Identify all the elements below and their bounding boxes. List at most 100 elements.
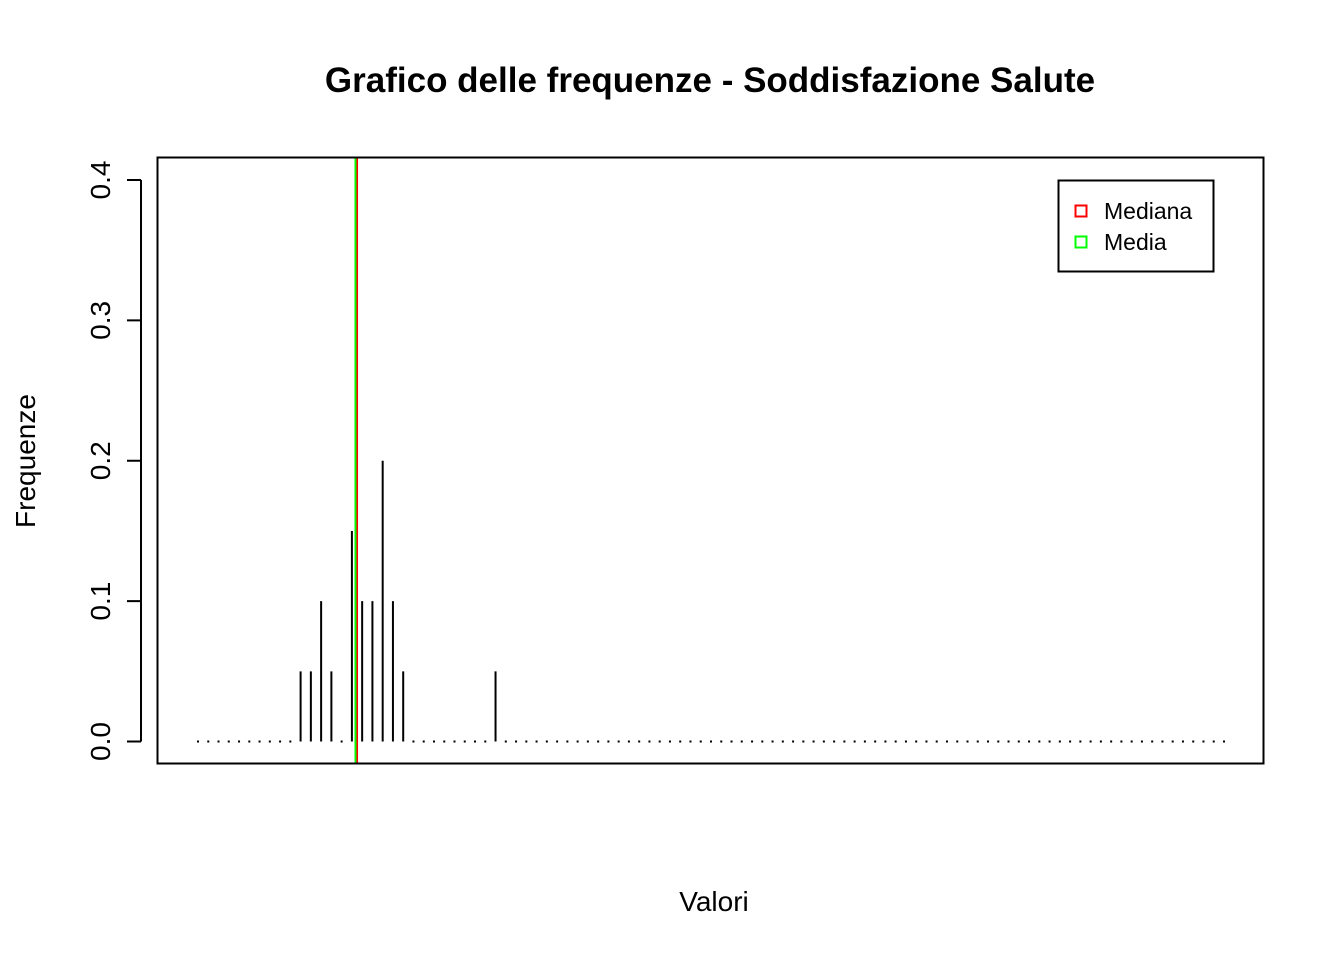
zero-frequency-point: [1110, 740, 1113, 743]
legend-label: Mediana: [1104, 198, 1192, 224]
zero-frequency-point: [894, 740, 897, 743]
zero-frequency-point: [689, 740, 692, 743]
zero-frequency-point: [638, 740, 641, 743]
zero-frequency-point: [525, 740, 528, 743]
zero-frequency-point: [853, 740, 856, 743]
zero-frequency-point: [463, 740, 466, 743]
zero-frequency-point: [258, 740, 261, 743]
zero-frequency-point: [976, 740, 979, 743]
zero-frequency-point: [1151, 740, 1154, 743]
legend-swatch: [1074, 204, 1088, 218]
zero-frequency-point: [720, 740, 723, 743]
zero-frequency-point: [1089, 740, 1092, 743]
zero-frequency-point: [1048, 740, 1051, 743]
zero-frequency-point: [822, 740, 825, 743]
plot-frame: [156, 156, 1265, 765]
zero-frequency-point: [792, 740, 795, 743]
zero-frequency-point: [658, 740, 661, 743]
zero-frequency-point: [597, 740, 600, 743]
zero-frequency-point: [1192, 740, 1195, 743]
y-tick-label: 0.2: [85, 441, 116, 480]
zero-frequency-point: [843, 740, 846, 743]
zero-frequency-point: [699, 740, 702, 743]
zero-frequency-point: [884, 740, 887, 743]
zero-frequency-point: [586, 740, 589, 743]
zero-frequency-point: [515, 740, 518, 743]
reference-lines: [354, 157, 359, 764]
zero-frequency-point: [238, 740, 241, 743]
zero-frequency-point: [730, 740, 733, 743]
zero-frequency-point: [1181, 740, 1184, 743]
zero-frequency-point: [679, 740, 682, 743]
zero-frequency-point: [1099, 740, 1102, 743]
zero-frequency-point: [627, 740, 630, 743]
zero-frequency-point: [1202, 740, 1205, 743]
zero-frequency-point: [504, 740, 507, 743]
zero-frequency-point: [422, 740, 425, 743]
zero-frequency-point: [987, 740, 990, 743]
legend-label: Media: [1104, 229, 1167, 255]
zero-frequency-point: [648, 740, 651, 743]
legend: Mediana Media: [1057, 179, 1215, 273]
zero-frequency-point: [956, 740, 959, 743]
zero-frequency-point: [1161, 740, 1164, 743]
zero-frequency-point: [197, 740, 199, 743]
zero-frequency-point: [556, 740, 559, 743]
zero-frequency-point: [915, 740, 918, 743]
y-tick-label: 0.0: [85, 722, 116, 761]
legend-box: [1057, 179, 1215, 273]
zero-frequency-point: [1017, 740, 1020, 743]
zero-frequency-point: [217, 740, 220, 743]
y-tick-label: 0.1: [85, 582, 116, 621]
zero-frequency-point: [289, 740, 292, 743]
zero-frequency-point: [668, 740, 671, 743]
zero-frequency-point: [771, 740, 774, 743]
data-bars: [197, 460, 1225, 743]
zero-frequency-point: [432, 740, 435, 743]
zero-frequency-point: [925, 740, 928, 743]
chart-title: Grafico delle frequenze - Soddisfazione …: [325, 61, 1095, 100]
zero-frequency-point: [710, 740, 712, 743]
y-tick-label: 0.4: [85, 161, 116, 200]
zero-frequency-point: [1028, 740, 1031, 743]
zero-frequency-point: [576, 740, 579, 743]
zero-frequency-point: [863, 740, 866, 743]
zero-frequency-point: [1171, 740, 1174, 743]
zero-frequency-point: [248, 740, 251, 743]
x-axis-label: Valori: [679, 886, 749, 917]
zero-frequency-point: [207, 740, 210, 743]
zero-frequency-point: [484, 740, 487, 743]
zero-frequency-point: [474, 740, 477, 743]
zero-frequency-point: [1069, 740, 1072, 743]
zero-frequency-point: [545, 740, 548, 743]
zero-frequency-point: [904, 740, 907, 743]
zero-frequency-point: [945, 740, 948, 743]
zero-frequency-point: [1120, 740, 1123, 743]
zero-frequency-point: [781, 740, 784, 743]
zero-frequency-point: [761, 740, 764, 743]
zero-frequency-point: [535, 740, 538, 743]
zero-frequency-point: [1223, 740, 1225, 743]
zero-frequency-point: [443, 740, 446, 743]
zero-frequency-point: [412, 740, 415, 743]
zero-frequency-point: [751, 740, 754, 743]
zero-frequency-point: [607, 740, 610, 743]
zero-frequency-point: [1130, 740, 1133, 743]
zero-frequency-point: [1140, 740, 1143, 743]
zero-frequency-point: [1079, 740, 1082, 743]
zero-frequency-point: [453, 740, 456, 743]
zero-frequency-point: [1007, 740, 1010, 743]
y-axis-label: Frequenze: [10, 394, 41, 528]
zero-frequency-point: [340, 740, 343, 743]
zero-frequency-point: [740, 740, 743, 743]
zero-frequency-point: [997, 740, 1000, 743]
zero-frequency-point: [874, 740, 877, 743]
zero-frequency-point: [935, 740, 938, 743]
zero-frequency-point: [1212, 740, 1215, 743]
zero-frequency-point: [1038, 740, 1041, 743]
zero-frequency-point: [1058, 740, 1061, 743]
zero-frequency-point: [268, 740, 271, 743]
zero-frequency-point: [833, 740, 836, 743]
zero-frequency-point: [227, 740, 230, 743]
